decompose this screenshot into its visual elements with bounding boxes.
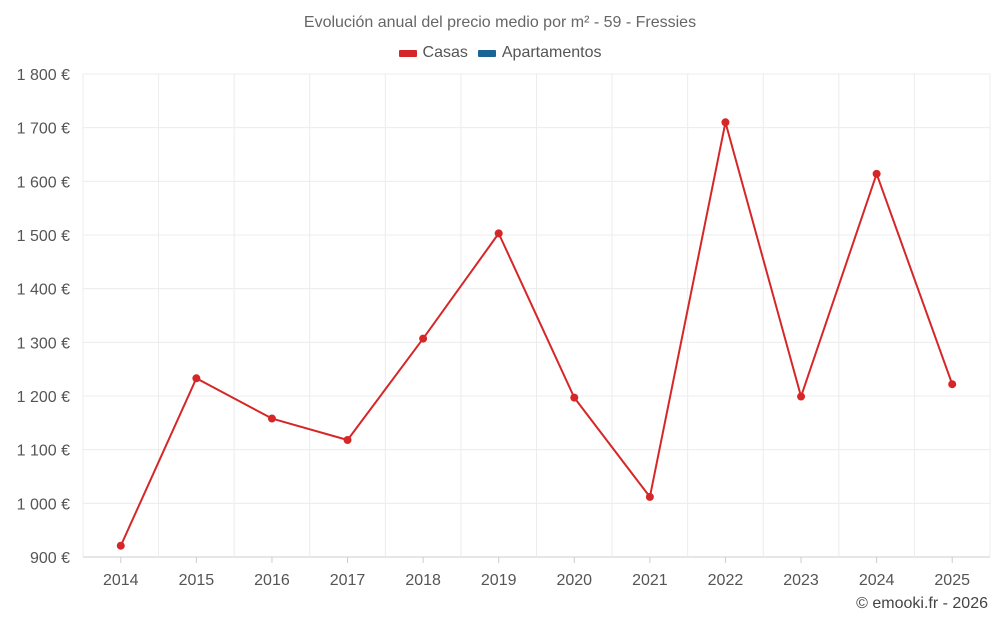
legend-label-apartamentos: Apartamentos — [501, 44, 602, 61]
y-tick-label: 1 400 € — [17, 282, 70, 299]
y-tick-label: 1 200 € — [17, 389, 70, 406]
legend-item-casas[interactable]: Casas — [398, 44, 468, 62]
data-point-casas — [192, 374, 201, 383]
y-tick-label: 1 500 € — [17, 228, 70, 245]
data-point-casas — [116, 541, 125, 550]
legend-swatch-casas — [398, 49, 417, 57]
x-tick-label: 2022 — [708, 572, 744, 589]
x-tick-label: 2015 — [179, 572, 215, 589]
data-point-casas — [419, 334, 428, 343]
x-tick-label: 2024 — [859, 572, 895, 589]
x-tick-label: 2017 — [330, 572, 366, 589]
x-tick-label: 2025 — [934, 572, 970, 589]
data-point-casas — [797, 392, 806, 401]
data-point-casas — [570, 393, 579, 402]
data-point-casas — [872, 169, 881, 178]
data-point-casas — [645, 492, 654, 501]
y-tick-label: 1 300 € — [17, 335, 70, 352]
y-tick-label: 1 800 € — [17, 67, 70, 84]
series-line-casas — [119, 121, 954, 547]
x-tick-label: 2018 — [405, 572, 441, 589]
y-tick-label: 900 € — [30, 550, 70, 567]
data-point-casas — [948, 380, 957, 389]
chart-title: Evolución anual del precio medio por m² … — [303, 14, 697, 31]
footer-credit: © emooki.fr - 2026 — [856, 595, 988, 612]
data-point-casas — [267, 414, 276, 423]
legend: Casas Apartamentos — [0, 44, 1000, 62]
legend-label-casas: Casas — [422, 44, 468, 61]
x-tick-label: 2016 — [254, 572, 290, 589]
x-tick-label: 2019 — [481, 572, 517, 589]
x-tick-label: 2023 — [783, 572, 819, 589]
x-tick-label: 2014 — [103, 572, 139, 589]
x-tick-label: 2021 — [632, 572, 668, 589]
data-point-casas — [721, 118, 730, 127]
x-tick-label: 2020 — [556, 572, 592, 589]
data-point-casas — [494, 229, 503, 238]
data-point-casas — [343, 436, 352, 445]
y-tick-label: 1 000 € — [17, 496, 70, 513]
y-tick-label: 1 100 € — [17, 443, 70, 460]
y-tick-label: 1 700 € — [17, 121, 70, 138]
y-tick-label: 1 600 € — [17, 174, 70, 191]
legend-swatch-apartamentos — [477, 49, 496, 57]
legend-item-apartamentos[interactable]: Apartamentos — [477, 44, 602, 62]
